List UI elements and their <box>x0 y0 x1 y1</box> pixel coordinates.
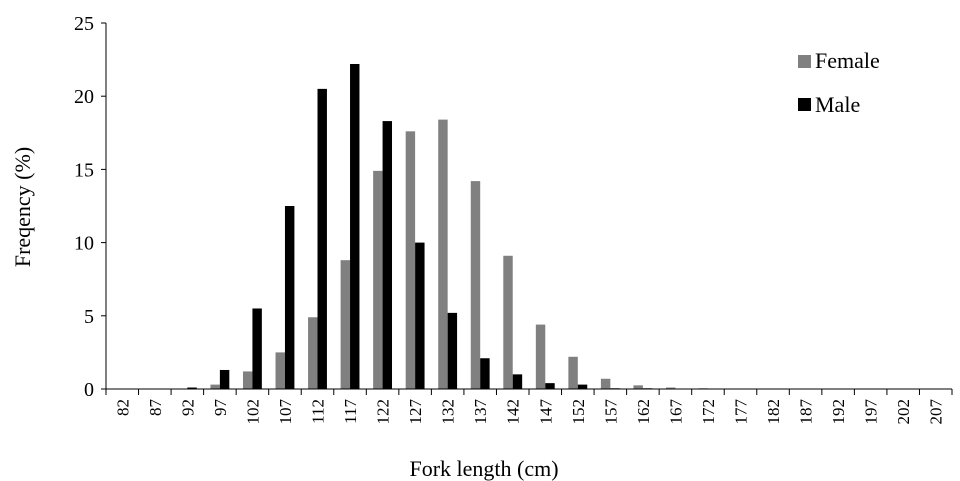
x-tick-label: 112 <box>309 399 328 424</box>
bar-female-97 <box>210 384 220 389</box>
bar-female-127 <box>405 131 416 389</box>
x-tick-label: 82 <box>113 399 132 416</box>
x-tick-label: 207 <box>927 399 946 425</box>
y-axis-ticks: 0 5 10 15 20 25 <box>74 13 106 401</box>
x-tick-label: 137 <box>471 399 490 425</box>
x-tick-label: 177 <box>732 399 751 425</box>
axes <box>105 23 952 390</box>
bar-male-102 <box>252 308 262 389</box>
x-tick-label: 167 <box>666 399 685 425</box>
x-tick-label: 102 <box>243 399 262 425</box>
y-tick-label: 10 <box>74 233 94 255</box>
bar-female-117 <box>340 260 351 389</box>
bar-male-137 <box>480 358 490 389</box>
bar-male-97 <box>219 369 230 389</box>
legend-swatch-male <box>798 98 811 111</box>
bar-female-122 <box>373 170 383 389</box>
x-tick-label: 157 <box>601 399 620 425</box>
bar-male-107 <box>284 206 295 389</box>
bar-female-107 <box>275 352 285 389</box>
x-tick-label: 152 <box>569 399 588 425</box>
legend-swatch-female <box>798 55 811 68</box>
x-tick-label: 117 <box>341 399 360 424</box>
bar-female-147 <box>535 324 546 389</box>
bar-male-142 <box>512 374 523 389</box>
bar-female-132 <box>438 119 448 390</box>
bar-female-167 <box>665 387 676 389</box>
y-tick-label: 0 <box>84 379 94 401</box>
legend-label-female: Female <box>815 48 880 73</box>
x-tick-label: 192 <box>829 399 848 425</box>
bar-male-132 <box>447 312 458 389</box>
x-tick-label: 182 <box>764 399 783 425</box>
bar-female-137 <box>470 181 481 389</box>
bar-female-162 <box>633 385 643 389</box>
legend-label-male: Male <box>815 92 860 117</box>
x-tick-label: 92 <box>178 399 197 416</box>
bar-series-group <box>187 63 708 390</box>
y-tick-label: 20 <box>74 86 94 108</box>
bar-male-152 <box>577 384 588 389</box>
y-tick-label: 15 <box>74 159 94 181</box>
legend: Female Male <box>798 48 880 117</box>
bar-male-127 <box>415 242 425 389</box>
bar-female-112 <box>308 317 318 389</box>
y-tick-label: 25 <box>74 13 94 35</box>
x-tick-label: 162 <box>634 399 653 425</box>
x-tick-label: 172 <box>699 399 718 425</box>
bar-female-157 <box>600 378 611 389</box>
bar-female-102 <box>242 371 253 389</box>
x-tick-label: 142 <box>504 399 523 425</box>
x-axis-title: Fork length (cm) <box>409 456 558 481</box>
bar-male-117 <box>350 63 360 389</box>
bar-male-147 <box>545 383 555 389</box>
bar-male-122 <box>382 121 393 389</box>
x-tick-label: 122 <box>374 399 393 425</box>
x-tick-label: 202 <box>894 399 913 425</box>
bar-female-142 <box>503 255 513 389</box>
x-tick-label: 132 <box>439 399 458 425</box>
y-axis-title: Freqency (%) <box>10 147 35 267</box>
x-tick-label: 147 <box>536 399 555 425</box>
x-tick-label: 107 <box>276 399 295 425</box>
x-axis-ticks: 82 87 92 97 102 107 112 117 122 127 132 137 142 147 15… <box>105 389 953 425</box>
bar-male-112 <box>317 88 327 389</box>
x-tick-label: 127 <box>406 399 425 425</box>
x-tick-label: 187 <box>797 399 816 425</box>
x-tick-label: 197 <box>862 399 881 425</box>
x-tick-label: 87 <box>146 399 165 417</box>
bar-male-92 <box>187 387 197 389</box>
x-tick-label: 97 <box>211 399 230 417</box>
y-tick-label: 5 <box>84 306 94 328</box>
bar-female-152 <box>568 356 578 389</box>
